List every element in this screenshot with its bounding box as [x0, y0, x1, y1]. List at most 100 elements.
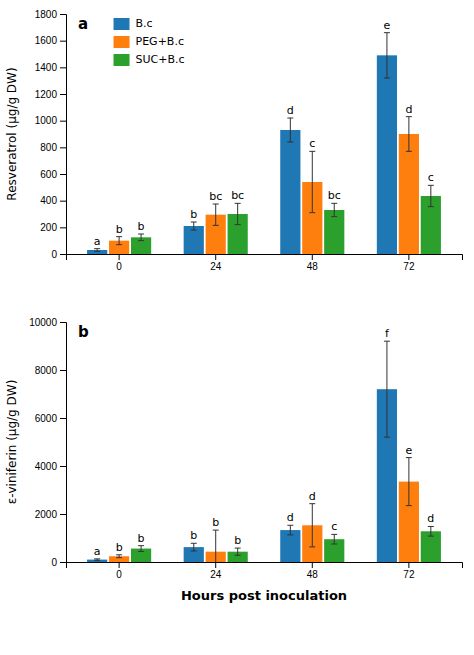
- y-axis: 0200040006000800010000: [29, 317, 66, 568]
- tick-label: 48: [307, 569, 319, 580]
- chart: abdebbccdbbcbcc0200400600800100012001400…: [0, 0, 474, 655]
- panel: abdfbbdebbcd0200040006000800010000024487…: [5, 317, 463, 603]
- x-axis-title: Hours post inoculation: [181, 588, 347, 603]
- y-tick: 400: [40, 195, 66, 206]
- tick-label: 800: [40, 142, 57, 153]
- tick-label: 24: [210, 569, 222, 580]
- error-bar: [309, 151, 315, 212]
- error-bar-cap: [235, 548, 241, 549]
- legend-label: B.c: [136, 17, 153, 30]
- error-bar: [94, 249, 100, 252]
- error-bar-stem: [237, 548, 238, 555]
- panel: abdebbccdbbcbcc0200400600800100012001400…: [5, 9, 463, 272]
- tick-mark: [119, 254, 120, 260]
- tick-label: 400: [40, 195, 57, 206]
- axis-line: [60, 15, 67, 255]
- x-tick: 72: [403, 254, 415, 272]
- letter-label: b: [234, 534, 241, 547]
- tick-mark: [312, 562, 313, 568]
- error-bar-stem: [141, 546, 142, 552]
- error-bar-stem: [334, 534, 335, 544]
- error-bar-cap: [406, 116, 412, 117]
- error-bar-stem: [290, 525, 291, 535]
- y-tick: 800: [40, 142, 66, 153]
- error-bar-cap: [116, 554, 122, 555]
- tick-mark: [408, 254, 409, 260]
- x-axis: 0244872: [67, 562, 463, 580]
- tick-label: 600: [40, 169, 57, 180]
- error-bar-stem: [334, 203, 335, 216]
- tick-mark: [60, 418, 66, 419]
- error-bar-cap: [309, 212, 315, 213]
- error-bar-cap: [94, 558, 100, 559]
- error-bar-cap: [94, 560, 100, 561]
- error-bar: [309, 504, 315, 547]
- plot-area: [87, 341, 441, 562]
- error-bar-cap: [384, 341, 390, 342]
- error-bar: [331, 534, 337, 544]
- error-bar-stem: [312, 151, 313, 212]
- bar: [280, 530, 300, 562]
- tick-mark: [215, 562, 216, 568]
- tick-label: 2000: [35, 509, 58, 520]
- error-bar-stem: [119, 237, 120, 245]
- tick-mark: [60, 514, 66, 515]
- error-bar-cap: [287, 118, 293, 119]
- error-bar-cap: [213, 530, 219, 531]
- legend-swatch: [114, 54, 130, 66]
- error-bar: [94, 559, 100, 560]
- error-bar-stem: [408, 458, 409, 506]
- legend-swatch: [114, 36, 130, 48]
- error-bar-cap: [235, 203, 241, 204]
- axis-line: [67, 563, 463, 569]
- error-bar: [406, 458, 412, 506]
- error-bar-stem: [408, 117, 409, 152]
- error-bar: [191, 222, 197, 230]
- error-bar: [116, 555, 122, 558]
- error-bar-cap: [138, 240, 144, 241]
- tick-label: 0: [51, 557, 57, 568]
- error-bar-cap: [213, 225, 219, 226]
- legend-label: SUC+B.c: [136, 53, 185, 66]
- legend-label: PEG+B.c: [136, 35, 184, 48]
- error-bar: [287, 525, 293, 535]
- error-bar-cap: [138, 551, 144, 552]
- error-bar-cap: [191, 550, 197, 551]
- error-bar-stem: [193, 543, 194, 551]
- error-bar-cap: [331, 216, 337, 217]
- bar: [280, 130, 300, 254]
- letter-label: c: [331, 520, 337, 533]
- bar: [377, 55, 397, 254]
- letter-label: d: [309, 490, 316, 503]
- tick-label: 1600: [35, 35, 58, 46]
- error-bar: [213, 204, 219, 225]
- error-bar: [116, 237, 122, 245]
- y-tick: 1000: [35, 115, 66, 126]
- annotations: abdebbccdbbcbcc: [94, 19, 434, 248]
- error-bar-stem: [312, 504, 313, 547]
- letter-label: d: [405, 103, 412, 116]
- x-tick: 24: [210, 562, 222, 580]
- error-bar-cap: [116, 236, 122, 237]
- error-bar-stem: [215, 204, 216, 225]
- tick-label: 48: [307, 261, 319, 272]
- tick-label: 0: [116, 569, 122, 580]
- error-bar-cap: [309, 503, 315, 504]
- tick-mark: [60, 94, 66, 95]
- y-axis: 020040060080010001200140016001800: [35, 9, 67, 260]
- y-tick: 1200: [35, 89, 66, 100]
- error-bar-cap: [309, 151, 315, 152]
- x-tick: 48: [307, 254, 319, 272]
- error-bar: [384, 33, 390, 78]
- letter-label: b: [138, 220, 145, 233]
- error-bar: [213, 530, 219, 562]
- tick-label: 4000: [35, 461, 58, 472]
- error-bar-cap: [331, 534, 337, 535]
- bar: [421, 531, 441, 562]
- letter-label: b: [190, 208, 197, 221]
- error-bar-cap: [384, 78, 390, 79]
- letter-label: b: [116, 223, 123, 236]
- letter-label: b: [190, 529, 197, 542]
- annotations: abdfbbdebbcd: [94, 327, 435, 558]
- y-tick: 1600: [35, 35, 66, 46]
